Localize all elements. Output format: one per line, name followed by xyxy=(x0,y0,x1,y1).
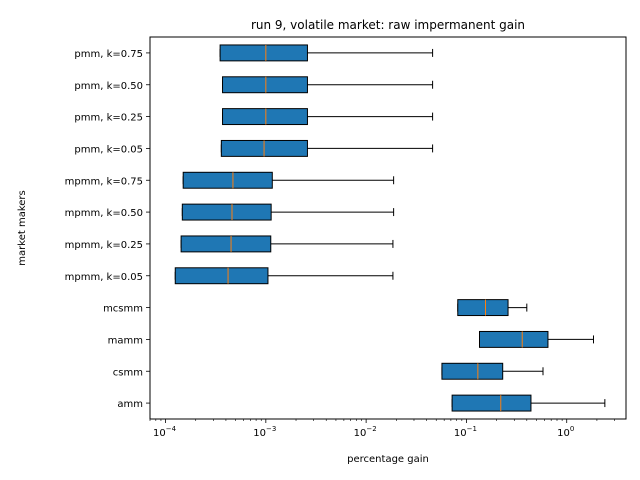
box xyxy=(441,362,504,380)
x-tick-label: 10−3 xyxy=(253,425,276,439)
y-tick-label: mpmm, k=0.05 xyxy=(65,272,143,283)
axes-frame xyxy=(149,36,627,420)
y-tick-label: amm xyxy=(117,399,143,410)
y-tick-label: mpmm, k=0.50 xyxy=(65,208,143,219)
box xyxy=(222,108,308,126)
y-tick-label: mpmm, k=0.25 xyxy=(65,240,143,251)
box xyxy=(219,44,308,62)
x-tick-base: 10 xyxy=(557,428,570,439)
box xyxy=(174,267,269,285)
box xyxy=(478,330,549,348)
x-tick-base: 10 xyxy=(253,428,266,439)
y-tick-label: mcsmm xyxy=(103,304,143,315)
plot-area: 10−4 10−3 10−2 10−1 100ammcsmmmammmcsmmmpmm,… xyxy=(65,44,615,439)
box xyxy=(182,171,273,189)
x-tick-exponent: 0 xyxy=(570,425,574,433)
x-tick-exponent: −2 xyxy=(366,425,376,433)
x-tick-label: 10−1 xyxy=(454,425,477,439)
y-axis-label: market makers xyxy=(17,190,28,265)
x-tick-label: 10−2 xyxy=(354,425,377,439)
x-tick-base: 10 xyxy=(354,428,367,439)
x-tick-exponent: −4 xyxy=(166,425,177,433)
y-tick-label: pmm, k=0.50 xyxy=(74,81,143,92)
y-tick-label: mamm xyxy=(108,335,143,346)
y-tick-label: csmm xyxy=(113,367,143,378)
y-tick-label: pmm, k=0.75 xyxy=(74,49,143,60)
y-tick-label: pmm, k=0.25 xyxy=(74,113,143,124)
y-tick-label: pmm, k=0.05 xyxy=(74,144,143,155)
x-tick-exponent: −1 xyxy=(467,425,477,433)
x-tick-base: 10 xyxy=(454,428,467,439)
box xyxy=(180,235,272,253)
box xyxy=(457,299,509,317)
box xyxy=(451,394,532,412)
x-tick-base: 10 xyxy=(153,428,166,439)
x-tick-label: 100 xyxy=(557,425,574,439)
x-tick-exponent: −3 xyxy=(266,425,276,433)
y-tick-label: mpmm, k=0.75 xyxy=(65,176,143,187)
box xyxy=(222,76,308,94)
x-axis-label: percentage gain xyxy=(347,454,429,465)
x-tick-label: 10−4 xyxy=(153,425,177,439)
chart-title: run 9, volatile market: raw impermanent … xyxy=(251,18,525,32)
box xyxy=(181,203,272,221)
